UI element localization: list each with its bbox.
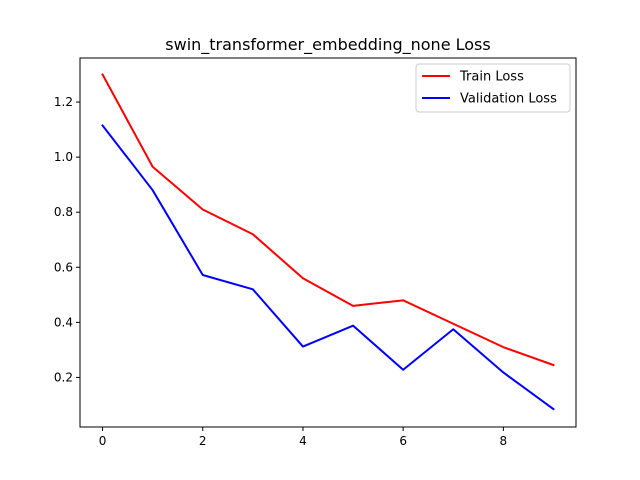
plot-area	[80, 58, 576, 427]
y-tick-label: 1.0	[54, 150, 73, 164]
x-tick-label: 6	[399, 434, 407, 448]
y-tick-label: 0.8	[54, 205, 73, 219]
series-line-train-loss	[101, 73, 555, 367]
y-tick-label: 0.4	[54, 315, 73, 329]
x-tick-label: 8	[500, 434, 508, 448]
legend: Train Loss Validation Loss	[415, 63, 571, 113]
x-tick-label: 4	[299, 434, 307, 448]
legend-label: Train Loss	[459, 70, 524, 85]
legend-box	[415, 63, 571, 113]
legend-label: Validation Loss	[460, 92, 557, 107]
series-line-validation-loss	[101, 124, 555, 411]
y-tick-label: 0.2	[54, 370, 73, 384]
x-tick-label: 0	[99, 434, 107, 448]
chart-title: swin_transformer_embedding_none Loss	[165, 35, 490, 55]
y-tick-label: 0.6	[54, 260, 73, 274]
y-tick-label: 1.2	[54, 95, 73, 109]
x-tick-label: 2	[199, 434, 207, 448]
plot-background	[80, 58, 576, 427]
axes-frame	[79, 57, 577, 428]
series-group	[101, 73, 555, 411]
axes: 0 2 4 6 8 0.2 0.4 0.6 0.8 1.0 1.2	[54, 57, 577, 448]
